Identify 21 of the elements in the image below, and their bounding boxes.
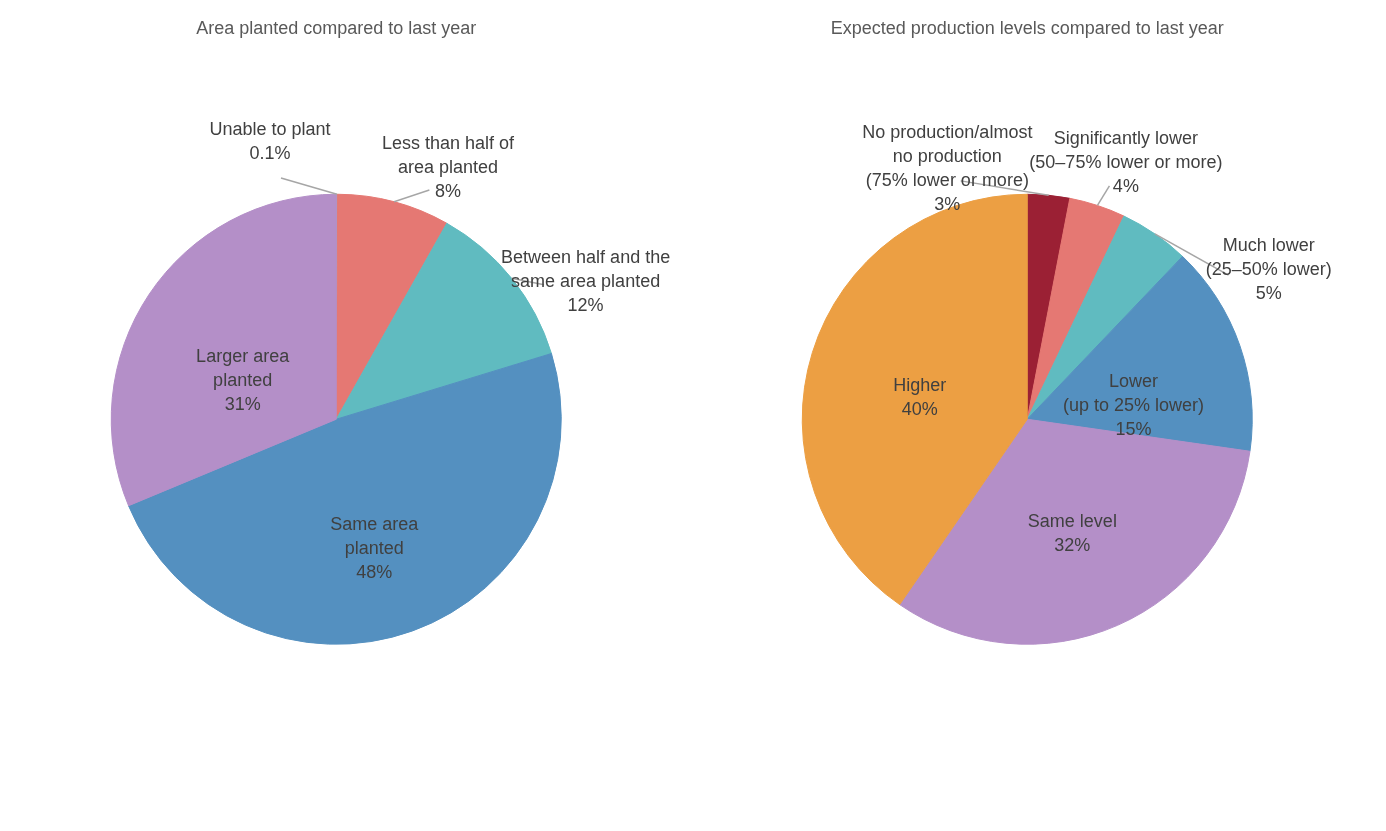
data-label: 32% bbox=[1054, 535, 1091, 556]
data-label: 40% bbox=[901, 398, 938, 419]
slice-label: Same level bbox=[1027, 511, 1117, 532]
data-label: 48% bbox=[356, 562, 393, 583]
chart-title: Area planted compared to last year bbox=[196, 18, 477, 38]
data-label: 31% bbox=[224, 393, 261, 414]
data-label: 12% bbox=[567, 294, 604, 315]
chart-title: Expected production levels compared to last year bbox=[830, 18, 1224, 38]
slice-label: Less than half of area planted bbox=[381, 133, 516, 178]
data-label: 5% bbox=[1255, 283, 1282, 304]
slice-label: Between half and the same area planted bbox=[501, 246, 671, 291]
data-label: 8% bbox=[434, 181, 461, 202]
slice-label: Unable to plant bbox=[209, 118, 331, 139]
data-label: 15% bbox=[1115, 419, 1152, 440]
slice-label: Larger area planted bbox=[196, 345, 291, 390]
data-label: 4% bbox=[1112, 176, 1139, 197]
slice-label: Lower (up to 25% lower) bbox=[1063, 371, 1205, 416]
slice-label: Much lower (25–50% lower) bbox=[1205, 235, 1332, 280]
slice-label: Higher bbox=[893, 374, 947, 395]
data-label: 0.1% bbox=[249, 142, 291, 163]
slice-label: Same area planted bbox=[330, 514, 420, 559]
